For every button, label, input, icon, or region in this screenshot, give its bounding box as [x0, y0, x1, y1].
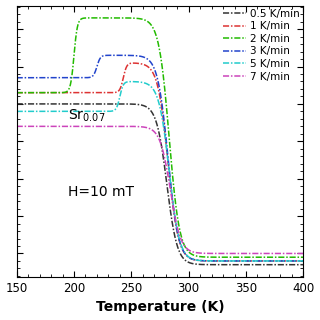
5 K/min — [129, 80, 133, 84]
3 K/min — [137, 54, 141, 58]
Text: Sr$_{0.07}$: Sr$_{0.07}$ — [68, 108, 106, 124]
Text: H=10 mT: H=10 mT — [68, 185, 134, 199]
1 K/min — [64, 91, 68, 95]
3 K/min — [125, 53, 129, 57]
7 K/min — [64, 124, 68, 128]
5 K/min — [47, 109, 51, 113]
5 K/min — [296, 259, 300, 263]
2 K/min — [137, 17, 141, 20]
7 K/min — [265, 252, 269, 255]
2 K/min — [265, 255, 269, 259]
0.5 K/min — [15, 102, 19, 106]
1 K/min — [301, 259, 305, 263]
1 K/min — [132, 61, 135, 65]
7 K/min — [15, 124, 19, 128]
1 K/min — [296, 259, 300, 263]
0.5 K/min — [301, 263, 305, 267]
7 K/min — [125, 124, 129, 128]
Line: 2 K/min: 2 K/min — [17, 18, 303, 257]
Line: 0.5 K/min: 0.5 K/min — [17, 104, 303, 265]
3 K/min — [296, 259, 300, 263]
Line: 5 K/min: 5 K/min — [17, 82, 303, 261]
5 K/min — [265, 259, 269, 263]
Line: 7 K/min: 7 K/min — [17, 126, 303, 253]
7 K/min — [301, 252, 305, 255]
0.5 K/min — [64, 102, 68, 106]
3 K/min — [47, 76, 51, 80]
Line: 3 K/min: 3 K/min — [17, 55, 303, 261]
1 K/min — [265, 259, 269, 263]
2 K/min — [47, 91, 51, 95]
0.5 K/min — [137, 103, 141, 107]
2 K/min — [301, 255, 305, 259]
0.5 K/min — [47, 102, 51, 106]
3 K/min — [265, 259, 269, 263]
7 K/min — [47, 124, 51, 128]
5 K/min — [301, 259, 305, 263]
3 K/min — [111, 53, 115, 57]
2 K/min — [64, 90, 68, 94]
3 K/min — [64, 76, 68, 80]
3 K/min — [301, 259, 305, 263]
2 K/min — [125, 16, 129, 20]
0.5 K/min — [296, 263, 300, 267]
2 K/min — [296, 255, 300, 259]
1 K/min — [137, 61, 141, 65]
1 K/min — [125, 65, 129, 68]
5 K/min — [125, 80, 129, 84]
7 K/min — [296, 252, 300, 255]
0.5 K/min — [265, 263, 269, 267]
Line: 1 K/min: 1 K/min — [17, 63, 303, 261]
7 K/min — [137, 125, 141, 129]
5 K/min — [137, 80, 141, 84]
3 K/min — [15, 76, 19, 80]
Legend: 0.5 K/min, 1 K/min, 2 K/min, 3 K/min, 5 K/min, 7 K/min: 0.5 K/min, 1 K/min, 2 K/min, 3 K/min, 5 … — [221, 7, 302, 84]
0.5 K/min — [125, 102, 129, 106]
2 K/min — [96, 16, 100, 20]
5 K/min — [64, 109, 68, 113]
1 K/min — [47, 91, 51, 95]
X-axis label: Temperature (K): Temperature (K) — [96, 300, 224, 315]
1 K/min — [15, 91, 19, 95]
5 K/min — [15, 109, 19, 113]
2 K/min — [15, 91, 19, 95]
